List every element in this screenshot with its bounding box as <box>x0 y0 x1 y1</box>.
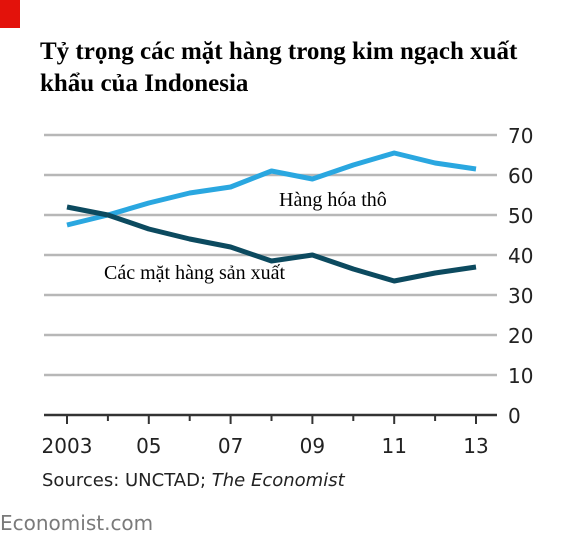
grid-lines <box>44 133 497 377</box>
x-tick-label-2003: 2003 <box>42 434 93 458</box>
series-label-1: Các mặt hàng sản xuất <box>104 262 285 284</box>
y-tick-label-50: 50 <box>508 204 533 228</box>
x-tick-label-05: 05 <box>136 434 161 458</box>
source-publication: The Economist <box>211 470 345 491</box>
economist-red-tag <box>0 0 20 28</box>
y-tick-label-30: 30 <box>508 284 533 308</box>
y-tick-label-70: 70 <box>508 124 533 148</box>
y-tick-label-20: 20 <box>508 324 533 348</box>
y-tick-label-0: 0 <box>508 404 521 428</box>
x-tick-label-09: 09 <box>300 434 325 458</box>
source-prefix: Sources: UNCTAD; <box>42 470 212 491</box>
y-tick-labels: 0 10 20 30 40 50 60 70 <box>508 124 533 428</box>
x-tick-label-11: 11 <box>381 434 406 458</box>
brand-footer: Economist.com <box>0 511 154 535</box>
series-line-1 <box>66 204 477 284</box>
x-tick-label-13: 13 <box>463 434 488 458</box>
source-note: Sources: UNCTAD; The Economist <box>42 470 345 491</box>
series-label-0: Hàng hóa thô <box>279 189 387 211</box>
series-lines <box>66 150 477 284</box>
y-tick-label-40: 40 <box>508 244 533 268</box>
series-labels: Hàng hóa thô Các mặt hàng sản xuất <box>104 189 387 284</box>
y-tick-label-60: 60 <box>508 164 533 188</box>
x-axis: 2003 05 07 09 11 13 <box>42 413 497 458</box>
chart-title: Tỷ trọng các mặt hàng trong kim ngạch xu… <box>40 38 518 97</box>
y-tick-label-10: 10 <box>508 364 533 388</box>
series-line-0 <box>66 150 477 228</box>
x-tick-label-07: 07 <box>218 434 243 458</box>
